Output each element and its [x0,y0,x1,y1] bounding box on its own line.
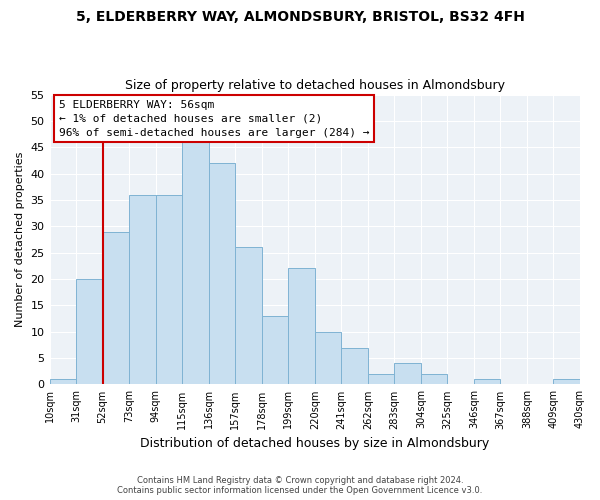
Bar [394,364,421,384]
Bar [235,248,262,384]
Bar [103,232,129,384]
Bar [262,316,288,384]
Bar [421,374,448,384]
Bar [129,194,155,384]
Bar [341,348,368,385]
Bar [50,379,76,384]
Bar [474,379,500,384]
Bar [288,268,315,384]
Text: 5 ELDERBERRY WAY: 56sqm
← 1% of detached houses are smaller (2)
96% of semi-deta: 5 ELDERBERRY WAY: 56sqm ← 1% of detached… [59,100,370,138]
Bar [209,163,235,384]
Bar [553,379,580,384]
Y-axis label: Number of detached properties: Number of detached properties [15,152,25,327]
X-axis label: Distribution of detached houses by size in Almondsbury: Distribution of detached houses by size … [140,437,490,450]
Bar [76,279,103,384]
Text: Contains HM Land Registry data © Crown copyright and database right 2024.
Contai: Contains HM Land Registry data © Crown c… [118,476,482,495]
Bar [368,374,394,384]
Text: 5, ELDERBERRY WAY, ALMONDSBURY, BRISTOL, BS32 4FH: 5, ELDERBERRY WAY, ALMONDSBURY, BRISTOL,… [76,10,524,24]
Bar [315,332,341,384]
Bar [182,142,209,384]
Title: Size of property relative to detached houses in Almondsbury: Size of property relative to detached ho… [125,79,505,92]
Bar [155,194,182,384]
